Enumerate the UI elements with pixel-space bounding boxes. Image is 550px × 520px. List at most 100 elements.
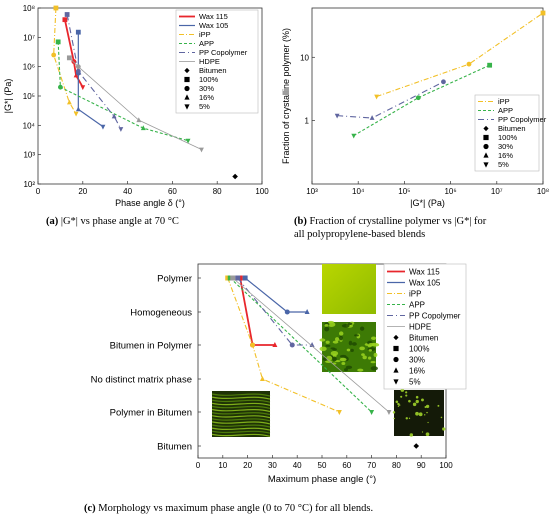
- y-axis-label: Fraction of crystalline polymer (%): [281, 28, 291, 164]
- texture-dot: [405, 391, 408, 394]
- legend-marker-triangle-up: [184, 94, 190, 100]
- legend-label: Bitumen: [498, 124, 526, 133]
- texture-dot: [359, 326, 365, 331]
- data-point: [62, 17, 68, 23]
- data-point: [284, 309, 290, 315]
- category-label: Bitumen in Polymer: [110, 341, 192, 352]
- y-tick-label: 10: [300, 53, 309, 62]
- texture-dot: [319, 346, 327, 352]
- texture-dot: [339, 354, 347, 358]
- legend-marker-triangle-up: [483, 152, 489, 158]
- texture-dot: [425, 432, 430, 437]
- texture-dot: [393, 417, 395, 420]
- y-tick-label: 10³: [23, 151, 35, 160]
- bitumen-point: [413, 443, 420, 449]
- legend-marker-circle: [184, 85, 190, 92]
- legend-label: 16%: [199, 93, 214, 102]
- legend-marker-circle: [483, 143, 489, 150]
- caption-c-letter: (c): [84, 503, 96, 514]
- legend-marker-circle: [393, 356, 399, 363]
- texture-dot: [397, 405, 400, 407]
- texture-dot: [421, 431, 424, 433]
- legend-marker-triangle-down: [393, 379, 399, 385]
- data-point: [75, 29, 81, 35]
- legend-label: APP: [199, 39, 214, 48]
- texture-dot: [415, 411, 419, 416]
- texture-dot: [400, 395, 403, 398]
- x-tick-label: 30: [268, 461, 277, 470]
- texture-dot: [359, 346, 365, 351]
- caption-a-text: |G*| vs phase angle at 70 °C: [58, 216, 179, 227]
- texture-dot: [370, 361, 376, 364]
- data-point: [51, 52, 57, 58]
- legend-label: APP: [409, 300, 425, 309]
- x-axis-label: |G*| (Pa): [410, 198, 445, 208]
- legend-label: Wax 115: [199, 12, 228, 21]
- texture-dot: [347, 322, 353, 326]
- texture-dot: [338, 331, 344, 336]
- data-point: [230, 275, 236, 281]
- texture-dot: [324, 323, 329, 327]
- legend-label: PP Copolymer: [498, 115, 547, 124]
- texture-dot: [405, 394, 408, 397]
- data-point: [111, 113, 117, 119]
- texture-dot: [350, 348, 354, 352]
- data-point: [466, 61, 472, 67]
- legend-marker-square: [393, 345, 399, 352]
- texture-streak: [211, 412, 271, 416]
- data-point: [304, 309, 310, 314]
- texture-streak: [211, 433, 271, 437]
- texture-streak: [211, 418, 271, 422]
- x-tick-label: 40: [293, 461, 302, 470]
- legend-label: 16%: [409, 366, 425, 375]
- legend-box: [474, 94, 540, 172]
- legend-label: Wax 105: [409, 278, 441, 287]
- texture-streak: [211, 399, 271, 403]
- texture-dot: [425, 404, 430, 409]
- x-tick-label: 70: [367, 461, 376, 470]
- legend-label: APP: [498, 106, 513, 115]
- series-line: [237, 277, 313, 346]
- data-point: [235, 275, 241, 281]
- texture-dot: [339, 357, 347, 362]
- data-point: [487, 62, 493, 68]
- series-line: [353, 64, 490, 137]
- texture-dot: [325, 344, 331, 347]
- legend-marker-triangle-down: [483, 162, 489, 168]
- x-tick-label: 40: [123, 187, 132, 196]
- caption-b-text: Fraction of crystalline polymer vs |G*| …: [306, 216, 487, 227]
- x-tick-label: 0: [36, 187, 41, 196]
- x-axis-label: Phase angle δ (°): [115, 198, 185, 208]
- legend-marker-triangle-down: [184, 104, 190, 110]
- series-line: [232, 277, 390, 413]
- data-point: [53, 5, 59, 11]
- data-point: [374, 94, 379, 100]
- texture-dot: [368, 356, 372, 360]
- data-point: [369, 410, 375, 415]
- texture-streak: [211, 402, 271, 406]
- chart-a: 0 20 40 60 80 100 10² 10³ 10⁴ 10⁵ 10⁶ 10⁷ 10⁸ Phase a…: [3, 4, 269, 208]
- data-point: [58, 84, 63, 90]
- data-point: [351, 133, 357, 139]
- x-tick-label: 80: [392, 461, 401, 470]
- data-point: [309, 342, 315, 347]
- data-point: [64, 12, 70, 17]
- data-point: [136, 117, 142, 123]
- texture-dot: [368, 349, 372, 352]
- texture-dot: [345, 365, 353, 370]
- legend-label: 5%: [409, 377, 421, 386]
- legend-label: iPP: [498, 97, 510, 106]
- x-tick-label: 10⁷: [491, 187, 503, 196]
- category-label: Homogeneous: [130, 308, 192, 319]
- texture-streak: [211, 415, 271, 419]
- texture-streak: [211, 405, 271, 409]
- chart-b: 10³ 10⁴ 10⁵ 10⁶ 10⁷ 10⁸ 1 10 |G*| (Pa) Fraction o…: [281, 7, 549, 208]
- y-tick-label: 10⁷: [23, 33, 35, 42]
- data-point: [73, 72, 79, 78]
- texture-dot: [341, 323, 350, 328]
- texture-dot: [334, 337, 340, 342]
- legend-marker-triangle-up: [393, 367, 399, 373]
- legend-label: Bitumen: [199, 66, 227, 75]
- data-point: [199, 147, 204, 153]
- x-tick-label: 60: [168, 187, 177, 196]
